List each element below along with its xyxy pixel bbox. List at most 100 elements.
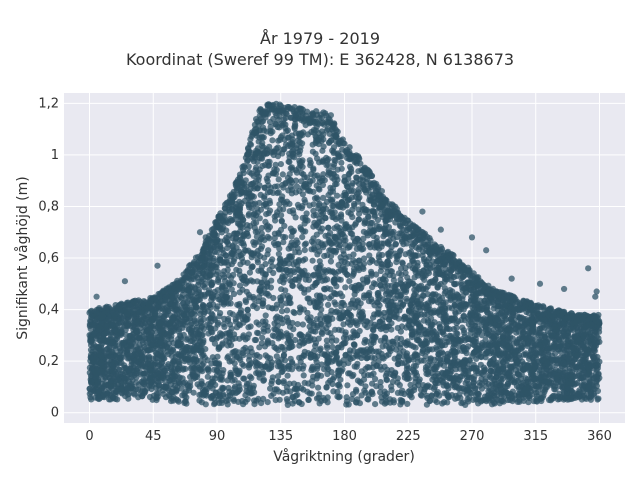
scatter-point [271, 235, 278, 242]
scatter-point [288, 233, 295, 240]
scatter-point [305, 276, 312, 284]
scatter-point [325, 301, 332, 308]
scatter-point [320, 194, 327, 201]
scatter-point [246, 269, 253, 276]
scatter-point [398, 390, 405, 397]
scatter-point [254, 329, 261, 336]
scatter-point [278, 308, 286, 315]
scatter-point [284, 372, 291, 379]
scatter-point [245, 247, 252, 254]
scatter-point [278, 218, 285, 225]
scatter-point [388, 387, 395, 394]
scatter-point [316, 258, 323, 265]
scatter-point [373, 362, 380, 369]
scatter-point [190, 275, 197, 282]
scatter-point [253, 305, 260, 312]
scatter-point [278, 212, 285, 219]
scatter-point [266, 197, 273, 204]
scatter-point [309, 141, 316, 148]
scatter-point [236, 355, 243, 362]
scatter-point [256, 344, 263, 351]
scatter-point [207, 380, 215, 387]
scatter-point [254, 247, 261, 254]
scatter-point [309, 148, 316, 155]
scatter-point [244, 306, 251, 313]
scatter-point [285, 142, 292, 149]
scatter-point [253, 233, 260, 240]
scatter-point [139, 388, 146, 395]
scatter-point [325, 224, 332, 231]
scatter-point [269, 137, 276, 144]
scatter-point [327, 240, 335, 247]
scatter-point [178, 385, 185, 392]
scatter-point [260, 376, 268, 383]
scatter-point [344, 382, 351, 389]
scatter-point [271, 320, 278, 327]
scatter-point [283, 128, 290, 135]
scatter-point [196, 397, 203, 404]
scatter-point [458, 316, 465, 324]
scatter-point [224, 266, 231, 273]
scatter-point [213, 249, 220, 256]
scatter-point [407, 381, 414, 388]
scatter-point [282, 180, 289, 187]
scatter-point [286, 344, 293, 351]
scatter-point [329, 202, 336, 209]
scatter-point [372, 401, 379, 408]
scatter-point [289, 282, 296, 289]
scatter-point [404, 400, 411, 407]
scatter-point [433, 364, 440, 371]
scatter-point [352, 399, 360, 406]
scatter-point [315, 384, 322, 391]
scatter-point [278, 302, 285, 309]
scatter-point [415, 319, 422, 326]
scatter-point [349, 272, 356, 279]
scatter-point [381, 363, 388, 370]
scatter-point [274, 358, 281, 365]
scatter-point [306, 323, 313, 330]
scatter-point [339, 299, 346, 306]
scatter-point [387, 232, 394, 239]
scatter-point [261, 193, 268, 200]
scatter-point [327, 229, 334, 237]
scatter-point [262, 271, 269, 278]
scatter-point [265, 182, 272, 189]
scatter-point [276, 396, 283, 403]
scatter-point [440, 350, 447, 357]
scatter-point [292, 214, 299, 221]
scatter-point [273, 353, 280, 360]
scatter-point [364, 396, 371, 403]
scatter-point [447, 315, 454, 322]
scatter-point [275, 250, 282, 258]
scatter-point [273, 212, 280, 219]
scatter-point [571, 333, 578, 340]
scatter-point [500, 398, 507, 405]
scatter-point [177, 294, 184, 301]
scatter-point [377, 389, 384, 396]
scatter-point [296, 354, 303, 361]
scatter-point [266, 188, 274, 195]
scatter-point [236, 302, 243, 309]
scatter-point [364, 232, 371, 239]
scatter-points [86, 100, 603, 408]
scatter-point [331, 233, 338, 240]
scatter-point [452, 303, 459, 310]
scatter-point [236, 267, 243, 274]
scatter-point [453, 320, 460, 327]
scatter-point [424, 317, 431, 324]
scatter-point [323, 154, 330, 161]
scatter-point [316, 202, 323, 209]
scatter-point [300, 372, 307, 379]
scatter-point [264, 354, 271, 361]
scatter-point [323, 384, 330, 391]
scatter-point [513, 383, 521, 390]
scatter-point [299, 365, 306, 372]
scatter-point [229, 311, 236, 318]
scatter-point [305, 396, 312, 403]
scatter-point [394, 324, 401, 332]
scatter-point [196, 383, 203, 390]
scatter-point [373, 271, 380, 278]
scatter-point [311, 195, 319, 202]
scatter-point [301, 247, 308, 254]
